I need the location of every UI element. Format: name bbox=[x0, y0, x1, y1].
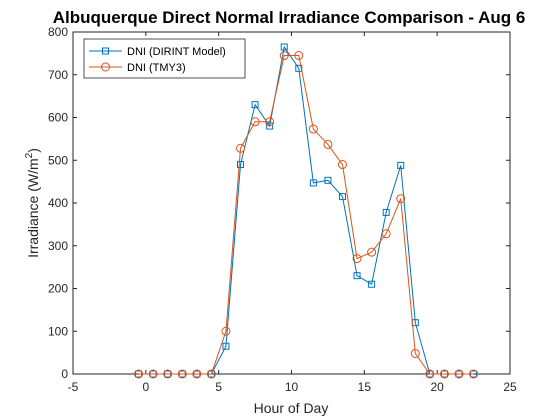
data-point bbox=[222, 342, 230, 350]
data-point bbox=[265, 117, 275, 127]
x-tick-label: 20 bbox=[430, 380, 444, 394]
y-tick-label: 0 bbox=[61, 367, 68, 381]
y-axis-label-close: ) bbox=[25, 148, 41, 153]
data-point bbox=[279, 51, 289, 61]
data-point bbox=[381, 229, 391, 239]
data-point bbox=[382, 208, 390, 216]
data-point bbox=[251, 101, 259, 109]
y-tick-label: 200 bbox=[48, 282, 68, 296]
data-point bbox=[368, 280, 376, 288]
data-point bbox=[237, 161, 245, 169]
y-axis-label: Irradiance (W/m2) bbox=[24, 148, 41, 258]
data-point bbox=[352, 254, 362, 264]
x-tick-label: 0 bbox=[142, 380, 149, 394]
x-tick-label: 25 bbox=[503, 380, 517, 394]
data-point bbox=[163, 369, 173, 379]
data-point bbox=[206, 369, 216, 379]
y-tick-label: 700 bbox=[48, 68, 68, 82]
legend-marker-tmy3 bbox=[101, 62, 110, 72]
data-point bbox=[397, 161, 405, 169]
data-point bbox=[324, 176, 332, 184]
y-axis-label-main: Irradiance (W/m bbox=[25, 158, 41, 258]
x-axis-label: Hour of Day bbox=[254, 400, 329, 416]
data-point bbox=[177, 369, 187, 379]
data-point bbox=[469, 369, 479, 379]
series-1 bbox=[134, 51, 479, 379]
x-tick-label: 10 bbox=[285, 380, 299, 394]
data-point bbox=[323, 139, 333, 149]
y-axis-label-superscript: 2 bbox=[24, 152, 35, 158]
data-point bbox=[338, 193, 346, 201]
data-point bbox=[309, 179, 317, 187]
data-point bbox=[134, 369, 144, 379]
y-tick-label: 300 bbox=[48, 239, 68, 253]
data-point bbox=[396, 194, 406, 204]
data-point bbox=[439, 369, 449, 379]
data-point bbox=[425, 369, 435, 379]
data-point bbox=[410, 348, 420, 358]
data-point bbox=[250, 117, 260, 127]
data-point bbox=[353, 272, 361, 280]
chart-title: Albuquerque Direct Normal Irradiance Com… bbox=[53, 8, 526, 27]
series-layer bbox=[134, 43, 479, 379]
data-point bbox=[454, 369, 464, 379]
data-point bbox=[192, 369, 202, 379]
x-tick-label: 15 bbox=[358, 380, 372, 394]
data-point bbox=[308, 124, 318, 134]
x-tick-label: -5 bbox=[68, 380, 79, 394]
data-point bbox=[337, 160, 347, 170]
legend-label-tmy3: DNI (TMY3) bbox=[127, 62, 186, 74]
legend: DNI (DIRINT Model) DNI (TMY3) bbox=[83, 38, 246, 79]
data-point bbox=[221, 326, 231, 336]
y-tick-label: 100 bbox=[48, 324, 68, 338]
data-point bbox=[236, 143, 246, 153]
y-tick-label: 800 bbox=[48, 25, 68, 39]
data-point bbox=[367, 247, 377, 257]
y-tick-label: 600 bbox=[48, 111, 68, 125]
legend-label-dirint: DNI (DIRINT Model) bbox=[127, 46, 226, 58]
data-point bbox=[148, 369, 158, 379]
x-tick-label: 5 bbox=[215, 380, 222, 394]
y-tick-label: 400 bbox=[48, 196, 68, 210]
data-point bbox=[266, 122, 274, 130]
data-point bbox=[280, 43, 288, 51]
y-tick-label: 500 bbox=[48, 153, 68, 167]
data-point bbox=[294, 51, 304, 61]
legend-box bbox=[83, 38, 246, 79]
plot-area bbox=[72, 31, 511, 375]
legend-marker-dirint bbox=[102, 47, 109, 55]
